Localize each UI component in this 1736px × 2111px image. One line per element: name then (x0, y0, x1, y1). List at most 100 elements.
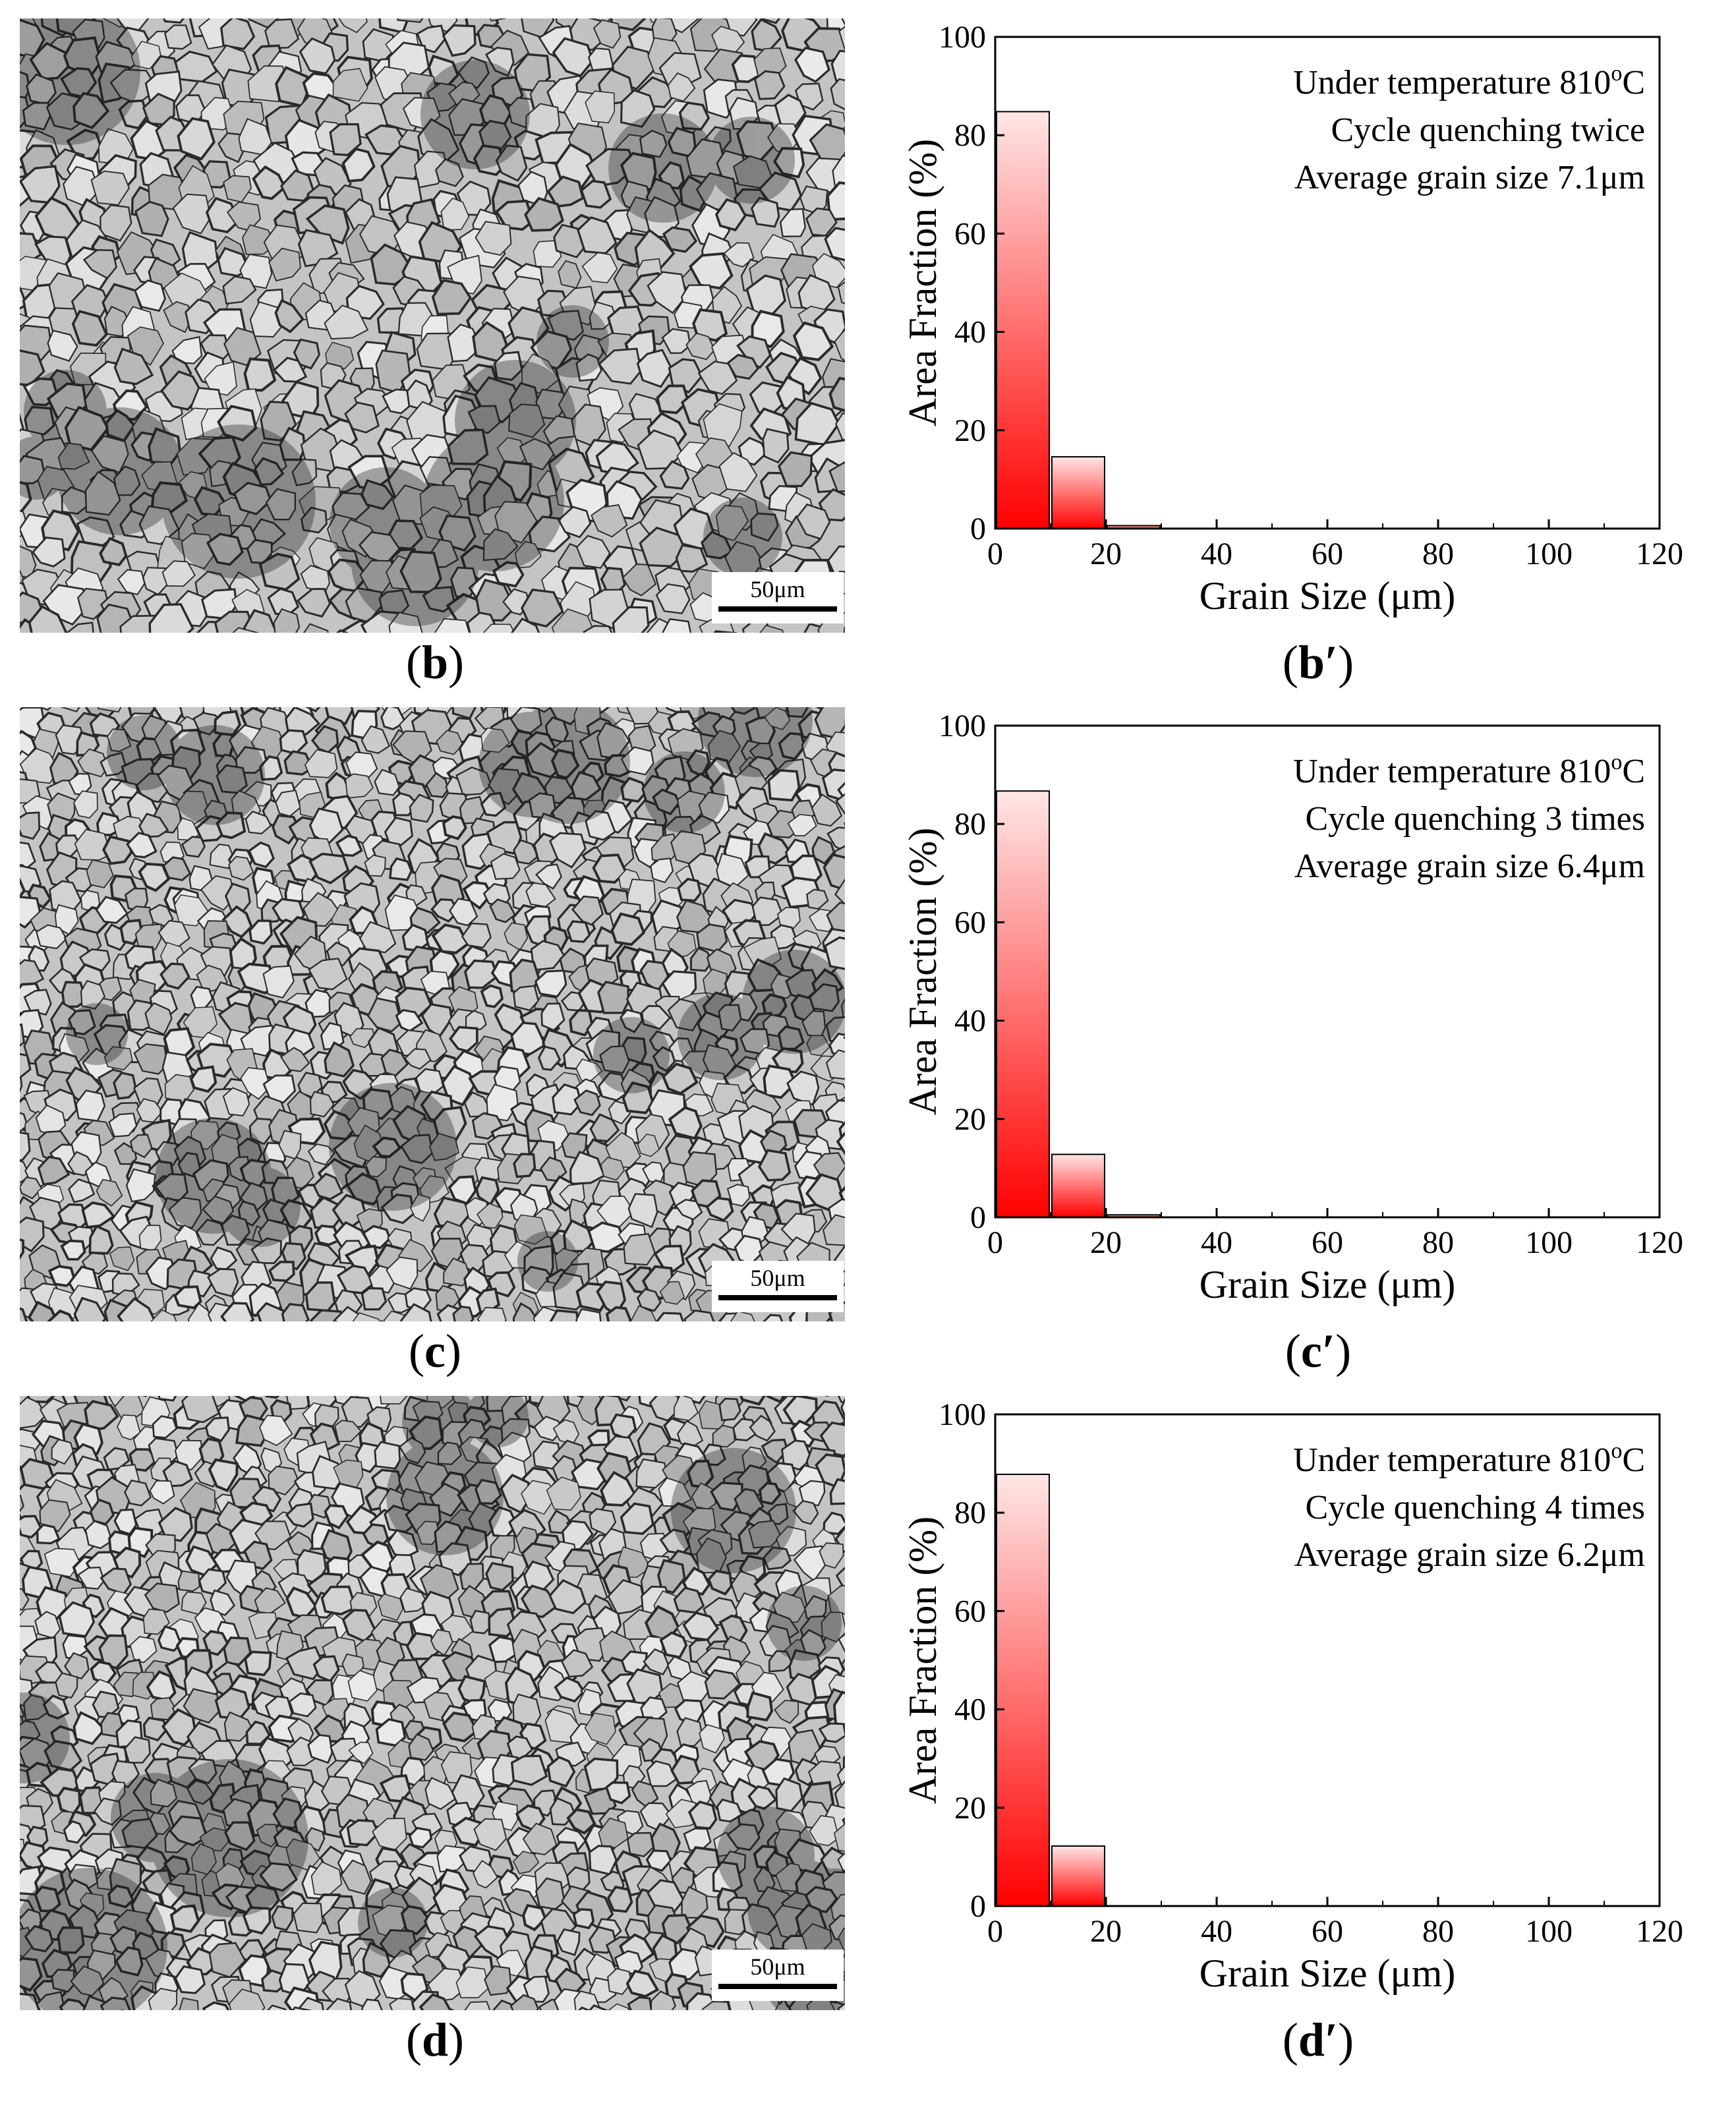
chart-annotation: Under temperature 810oC (1293, 1439, 1645, 1479)
panel-label-c-prime: (c′) (1285, 1325, 1352, 1377)
x-tick-label: 120 (1636, 1914, 1683, 1949)
panel-label-text: d (421, 2013, 449, 2066)
histogram-bar (1051, 1153, 1105, 1219)
x-tick-label: 40 (1201, 1914, 1232, 1949)
figure-row-d: 50μm (d) 0 20 40 60 80 100 0 20 40 60 80 100 120 Grai… (0, 1377, 1736, 2066)
histogram-bar (996, 790, 1050, 1218)
x-tick-label: 0 (987, 536, 1003, 571)
x-tick-label: 120 (1636, 536, 1683, 571)
y-axis-label: Area Fraction (%) (901, 1517, 944, 1804)
chart-annotation: Average grain size 6.4μm (1294, 848, 1645, 885)
chart-annotation: Under temperature 810oC (1293, 750, 1645, 790)
x-tick-label: 60 (1312, 1225, 1343, 1260)
dark-clusters (20, 18, 795, 626)
x-axis-label: Grain Size (μm) (1200, 1952, 1456, 1995)
y-tick-label: 40 (954, 315, 986, 350)
x-tick-label: 120 (1636, 1225, 1683, 1260)
x-axis-label: Grain Size (μm) (1200, 574, 1456, 618)
x-tick-label: 20 (1090, 536, 1122, 571)
panel-label-text: b (421, 636, 449, 689)
scale-bar-label: 50μm (750, 576, 805, 602)
dark-clusters (66, 707, 845, 1292)
histogram-bar (996, 111, 1050, 529)
scale-bar: 50μm (712, 572, 844, 623)
x-tick-label: 20 (1090, 1225, 1122, 1260)
chart-svg: 0 20 40 60 80 100 0 20 40 60 80 100 120 Grain Size (μ… (901, 1397, 1683, 1995)
x-tick-label: 100 (1525, 1914, 1573, 1949)
chart-annotation: Cycle quenching twice (1331, 111, 1645, 149)
panel-label-text: c′ (1300, 1325, 1336, 1377)
x-tick-label: 80 (1422, 1914, 1454, 1949)
y-tick-label: 100 (939, 20, 986, 55)
x-axis-label: Grain Size (μm) (1200, 1263, 1456, 1306)
histogram-chart-b: 0 20 40 60 80 100 0 20 40 60 80 100 120 Grain Size (μ… (877, 7, 1736, 633)
x-tick-label: 0 (987, 1914, 1003, 1949)
histogram-chart-d: 0 20 40 60 80 100 0 20 40 60 80 100 120 Grain Size (μ… (877, 1384, 1736, 2010)
y-axis-label: Area Fraction (%) (901, 139, 944, 426)
y-tick-label: 80 (954, 807, 986, 842)
chart-annotation: Average grain size 6.2μm (1294, 1536, 1645, 1574)
plot-frame (994, 724, 1661, 1219)
y-tick-label: 60 (954, 216, 986, 251)
y-tick-label: 100 (939, 1397, 986, 1432)
y-tick-label: 40 (954, 1004, 986, 1039)
panel-label-b: (b) (405, 636, 464, 689)
chart-annotation: Under temperature 810oC (1293, 61, 1645, 101)
x-tick-label: 60 (1312, 536, 1343, 571)
grain-pattern (20, 1396, 845, 2010)
chart-svg: 0 20 40 60 80 100 0 20 40 60 80 100 120 Grain Size (μ… (901, 20, 1683, 618)
y-tick-label: 100 (939, 708, 986, 743)
y-tick-label: 0 (970, 1889, 986, 1924)
micrograph-texture (20, 18, 845, 633)
micrograph-b: 50μm (20, 18, 845, 633)
dark-clusters (20, 1396, 845, 2010)
micrograph-d: 50μm (20, 1396, 845, 2010)
micrograph-texture (20, 1396, 845, 2010)
figure-row-c: 50μm (c) 0 20 40 60 80 100 0 20 40 60 80 100 120 Grai… (0, 689, 1736, 1377)
panel-label-c: (c) (409, 1325, 461, 1377)
x-tick-label: 80 (1422, 1225, 1454, 1260)
panel-label-d: (d) (405, 2013, 464, 2066)
y-tick-label: 0 (970, 511, 986, 546)
x-tick-label: 40 (1201, 1225, 1232, 1260)
scale-bar: 50μm (712, 1950, 844, 2001)
chart-svg: 0 20 40 60 80 100 0 20 40 60 80 100 120 Grain Size (μ… (901, 708, 1683, 1306)
x-tick-label: 60 (1312, 1914, 1343, 1949)
x-tick-label: 40 (1201, 536, 1232, 571)
x-tick-label: 20 (1090, 1914, 1122, 1949)
scale-bar-label: 50μm (750, 1265, 805, 1291)
y-tick-label: 20 (954, 1791, 986, 1826)
y-tick-label: 20 (954, 413, 986, 448)
panel-label-text: b′ (1298, 636, 1339, 689)
y-tick-label: 80 (954, 1495, 986, 1530)
panel-label-text: d′ (1298, 2013, 1339, 2066)
chart-annotation: Cycle quenching 3 times (1305, 800, 1645, 838)
histogram-bar (1051, 456, 1105, 529)
panel-label-b-prime: (b′) (1282, 636, 1354, 689)
panel-label-d-prime: (d′) (1282, 2013, 1354, 2066)
micrograph-texture (20, 707, 845, 1321)
figure-row-b: 50μm (b) 0 20 40 60 80 100 0 20 40 60 80 100 120 Grai… (0, 0, 1736, 689)
chart-annotation: Cycle quenching 4 times (1305, 1489, 1645, 1526)
y-tick-label: 20 (954, 1102, 986, 1137)
grain-pattern (20, 18, 845, 633)
y-tick-label: 80 (954, 118, 986, 153)
scale-bar-line (718, 1984, 837, 1989)
chart-annotation: Average grain size 7.1μm (1294, 159, 1645, 196)
x-tick-label: 100 (1525, 1225, 1573, 1260)
y-tick-label: 40 (954, 1692, 986, 1727)
histogram-bar (996, 1474, 1050, 1907)
y-tick-label: 60 (954, 1594, 986, 1629)
panel-label-text: c (424, 1325, 446, 1377)
x-tick-label: 0 (987, 1225, 1003, 1260)
y-tick-label: 60 (954, 905, 986, 940)
x-tick-label: 100 (1525, 536, 1573, 571)
scale-bar-line (718, 1295, 837, 1300)
y-tick-label: 0 (970, 1200, 986, 1235)
scale-bar-line (718, 606, 837, 612)
grain-pattern (20, 707, 845, 1321)
scale-bar-label: 50μm (750, 1953, 805, 1980)
micrograph-c: 50μm (20, 707, 845, 1321)
histogram-bar (1051, 1845, 1105, 1907)
plot-frame (994, 36, 1661, 530)
